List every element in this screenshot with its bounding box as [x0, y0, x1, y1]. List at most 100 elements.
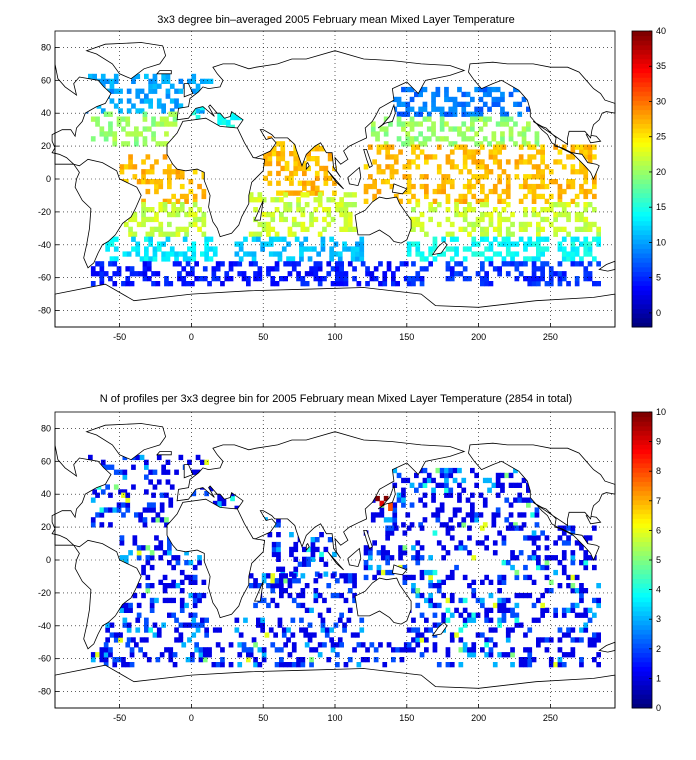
coastline [377, 103, 396, 129]
colorbar-segment [632, 486, 652, 492]
data-bin [436, 188, 442, 195]
data-bin [419, 276, 425, 282]
data-bin [566, 540, 571, 546]
colorbar-segment [632, 155, 652, 162]
data-bin [335, 207, 340, 213]
data-bin [300, 588, 306, 594]
data-bin [553, 607, 558, 613]
data-bin [415, 198, 421, 204]
data-bin [495, 86, 501, 93]
data-bin [309, 266, 314, 272]
data-bin [409, 121, 415, 127]
data-bin [415, 241, 421, 247]
data-bin [514, 569, 520, 576]
data-bin [514, 241, 520, 247]
data-bin [330, 216, 336, 223]
data-bin [488, 637, 494, 643]
data-bin [257, 192, 263, 198]
data-bin [462, 164, 468, 170]
x-tick-label: 250 [543, 332, 558, 342]
data-bin [405, 111, 411, 117]
data-bin [414, 472, 419, 479]
data-bin [198, 276, 204, 282]
data-bin [418, 106, 423, 112]
data-bin [478, 512, 484, 518]
colorbar-tick-label: 40 [656, 26, 666, 36]
data-bin [194, 647, 199, 653]
data-bin [320, 622, 326, 628]
data-bin [116, 266, 122, 272]
data-bin [167, 583, 172, 589]
data-bin [215, 276, 221, 282]
data-bin [99, 276, 105, 282]
data-bin [149, 607, 155, 613]
data-bin [135, 617, 141, 623]
data-bin [530, 512, 535, 518]
data-bin [445, 597, 451, 604]
data-bin [382, 276, 388, 282]
data-bin [418, 111, 423, 117]
data-bin [462, 183, 468, 190]
data-bin [480, 211, 485, 218]
data-bin [149, 207, 155, 213]
data-bin [488, 169, 494, 175]
data-bin [561, 569, 567, 576]
data-bin [406, 179, 412, 185]
data-bin [148, 88, 153, 94]
data-bin [116, 121, 122, 127]
data-bin [566, 183, 571, 190]
data-bin [596, 231, 601, 237]
data-bin [544, 198, 550, 204]
data-bin [518, 657, 524, 663]
data-bin [424, 193, 429, 200]
data-bin [435, 482, 441, 488]
data-bin [267, 156, 273, 162]
data-bin [365, 281, 370, 287]
data-bin [159, 121, 165, 127]
data-bin [135, 73, 141, 80]
data-bin [187, 622, 192, 628]
data-bin [121, 512, 126, 518]
data-bin [527, 574, 533, 581]
data-bin [217, 495, 222, 502]
data-bin [385, 179, 390, 185]
data-bin [392, 502, 398, 508]
data-bin [504, 517, 510, 523]
data-bin [393, 169, 399, 175]
data-bin [284, 165, 290, 172]
data-bin [501, 535, 507, 541]
data-bin [207, 652, 212, 658]
data-bin [297, 160, 303, 167]
data-bin [148, 479, 153, 485]
data-bin [287, 207, 293, 213]
data-bin [291, 216, 297, 223]
data-bin [370, 126, 376, 132]
data-bin [444, 96, 449, 103]
data-bin [263, 175, 268, 181]
data-bin [462, 159, 468, 165]
data-bin [158, 226, 164, 232]
data-bin [462, 574, 468, 581]
data-bin [471, 149, 477, 155]
data-bin [277, 617, 283, 623]
data-bin [389, 164, 395, 170]
data-bin [553, 555, 558, 561]
data-bin [393, 193, 399, 200]
data-bin [306, 180, 311, 186]
data-bin [497, 174, 502, 180]
data-bin [281, 246, 287, 252]
data-bin [112, 141, 118, 147]
data-bin [132, 231, 138, 237]
data-bin [500, 141, 505, 147]
data-bin [309, 216, 314, 223]
coastline [468, 61, 616, 181]
data-bin [385, 149, 390, 155]
data-bin [518, 662, 524, 668]
data-bin [458, 662, 464, 668]
data-bin [375, 495, 380, 502]
data-bin [484, 574, 489, 581]
y-tick-label: -20 [38, 588, 51, 598]
data-bin [164, 131, 169, 137]
data-bin [379, 512, 385, 518]
data-bin [523, 159, 528, 165]
